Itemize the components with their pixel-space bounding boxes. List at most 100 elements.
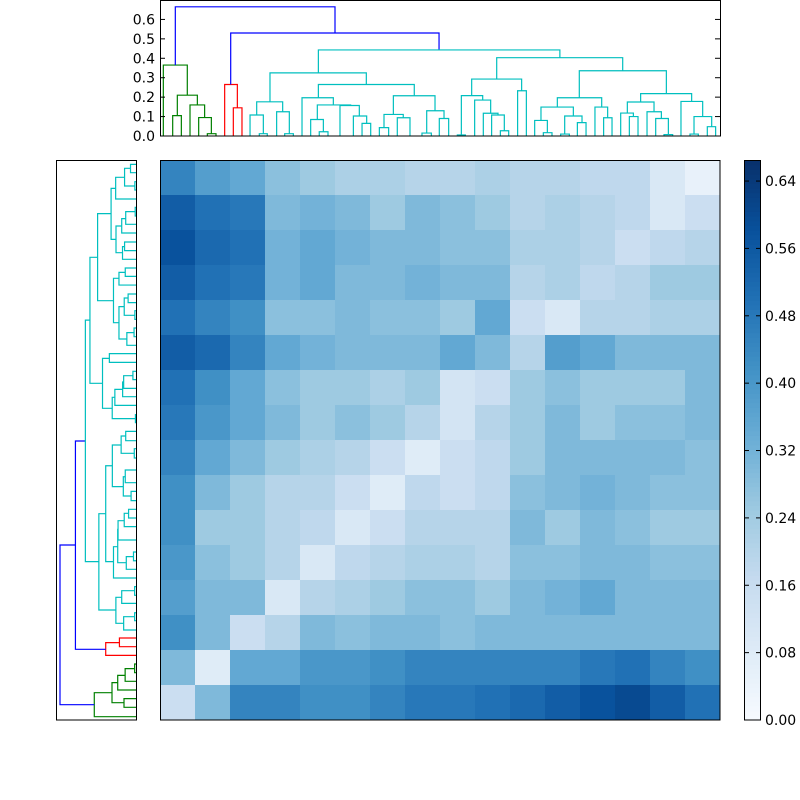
colorbar-segment bbox=[745, 426, 761, 432]
top-dendrogram-link bbox=[310, 118, 324, 136]
heatmap-cell bbox=[265, 650, 301, 686]
colorbar-segment bbox=[745, 454, 761, 460]
colorbar-segment bbox=[745, 169, 761, 175]
heatmap-cell bbox=[265, 440, 301, 476]
axes-frames bbox=[56, 0, 761, 721]
heatmap-cell bbox=[195, 685, 231, 721]
left-dendrogram-link bbox=[123, 241, 136, 252]
dendrogram-tick-label: 0.3 bbox=[133, 71, 155, 87]
heatmap-cell bbox=[545, 335, 581, 371]
heatmap-cell bbox=[195, 510, 231, 546]
heatmap-cell bbox=[195, 650, 231, 686]
left-dendrogram-link bbox=[114, 388, 136, 406]
heatmap-cell bbox=[475, 685, 511, 721]
colorbar-segment bbox=[745, 365, 761, 371]
left-dendrogram-link bbox=[134, 181, 136, 191]
heatmap-cell bbox=[440, 615, 476, 651]
left-dendrogram-link bbox=[117, 520, 136, 541]
left-dendrogram-link bbox=[123, 375, 136, 389]
heatmap-cell bbox=[230, 265, 266, 301]
heatmap-cell bbox=[545, 265, 581, 301]
heatmap-cell bbox=[370, 265, 406, 301]
colorbar-segment bbox=[745, 309, 761, 315]
heatmap-cell bbox=[230, 685, 266, 721]
heatmap-cell bbox=[510, 265, 546, 301]
heatmap-cell bbox=[335, 405, 371, 441]
colorbar-segment bbox=[745, 575, 761, 581]
heatmap-cell bbox=[440, 580, 476, 616]
heatmap-cell bbox=[160, 580, 196, 616]
heatmap-cell bbox=[615, 300, 651, 336]
left-dendrogram-link bbox=[125, 430, 136, 442]
colorbar-segment bbox=[745, 496, 761, 502]
colorbar-segment bbox=[745, 388, 761, 394]
heatmap-cell bbox=[160, 650, 196, 686]
heatmap bbox=[160, 160, 721, 721]
heatmap-cell bbox=[510, 580, 546, 616]
left-dendrogram-link bbox=[134, 310, 136, 320]
heatmap-cell bbox=[580, 265, 616, 301]
colorbar-segment bbox=[745, 262, 761, 268]
heatmap-cell bbox=[265, 615, 301, 651]
colorbar-segment bbox=[745, 276, 761, 282]
colorbar-segment bbox=[745, 598, 761, 604]
top-dendrogram-link bbox=[317, 83, 415, 98]
colorbar-segment bbox=[745, 318, 761, 324]
heatmap-cell bbox=[230, 300, 266, 336]
colorbar-segment bbox=[745, 617, 761, 623]
heatmap-cell bbox=[545, 160, 581, 196]
left-dendrogram-link bbox=[98, 513, 116, 611]
heatmap-cell bbox=[195, 265, 231, 301]
heatmap-cell bbox=[685, 265, 721, 301]
left-dendrogram-link bbox=[125, 211, 136, 225]
heatmap-cell bbox=[160, 440, 196, 476]
colorbar-segment bbox=[745, 351, 761, 357]
heatmap-cell bbox=[300, 405, 336, 441]
colorbar-segment bbox=[745, 668, 761, 674]
heatmap-cell bbox=[230, 160, 266, 196]
heatmap-cell bbox=[545, 510, 581, 546]
left-dendrogram-link bbox=[97, 213, 114, 302]
left-dendrogram-link bbox=[105, 642, 136, 656]
heatmap-cell bbox=[195, 370, 231, 406]
heatmap-cell bbox=[370, 510, 406, 546]
colorbar-segment bbox=[745, 687, 761, 693]
colorbar-segment bbox=[745, 244, 761, 250]
heatmap-cell bbox=[510, 300, 546, 336]
heatmap-cell bbox=[615, 370, 651, 406]
heatmap-cell bbox=[580, 580, 616, 616]
colorbar-segment bbox=[745, 692, 761, 698]
heatmap-cell bbox=[440, 160, 476, 196]
left-dendrogram-link bbox=[122, 476, 132, 497]
colorbar-segment bbox=[745, 486, 761, 492]
heatmap-cell bbox=[580, 615, 616, 651]
heatmap-cell bbox=[440, 545, 476, 581]
heatmap-cell bbox=[370, 615, 406, 651]
top-dendrogram-link bbox=[426, 110, 445, 134]
heatmap-frame bbox=[160, 160, 721, 721]
heatmap-cell bbox=[265, 545, 301, 581]
heatmap-cell bbox=[195, 335, 231, 371]
colorbar-segment bbox=[745, 589, 761, 595]
colorbar-tick-label: 0.00 bbox=[765, 713, 796, 729]
heatmap-cell bbox=[405, 405, 441, 441]
colorbar-tick-label: 0.56 bbox=[765, 241, 796, 257]
left-dendrogram-link bbox=[123, 512, 136, 528]
heatmap-cell bbox=[615, 230, 651, 266]
heatmap-cell bbox=[370, 475, 406, 511]
heatmap-cell bbox=[195, 405, 231, 441]
left-dendrogram-link bbox=[59, 544, 95, 706]
heatmap-cell bbox=[405, 510, 441, 546]
heatmap-cell bbox=[650, 615, 686, 651]
colorbar-segment bbox=[745, 332, 761, 338]
top-dendrogram-link bbox=[318, 131, 329, 136]
heatmap-cell bbox=[475, 300, 511, 336]
heatmap-cell bbox=[300, 475, 336, 511]
left-dendrogram-link bbox=[132, 551, 136, 562]
heatmap-cell bbox=[580, 685, 616, 721]
heatmap-cell bbox=[405, 370, 441, 406]
heatmap-cell bbox=[160, 545, 196, 581]
heatmap-cell bbox=[615, 335, 651, 371]
colorbar-segment bbox=[745, 547, 761, 553]
heatmap-cell bbox=[580, 230, 616, 266]
